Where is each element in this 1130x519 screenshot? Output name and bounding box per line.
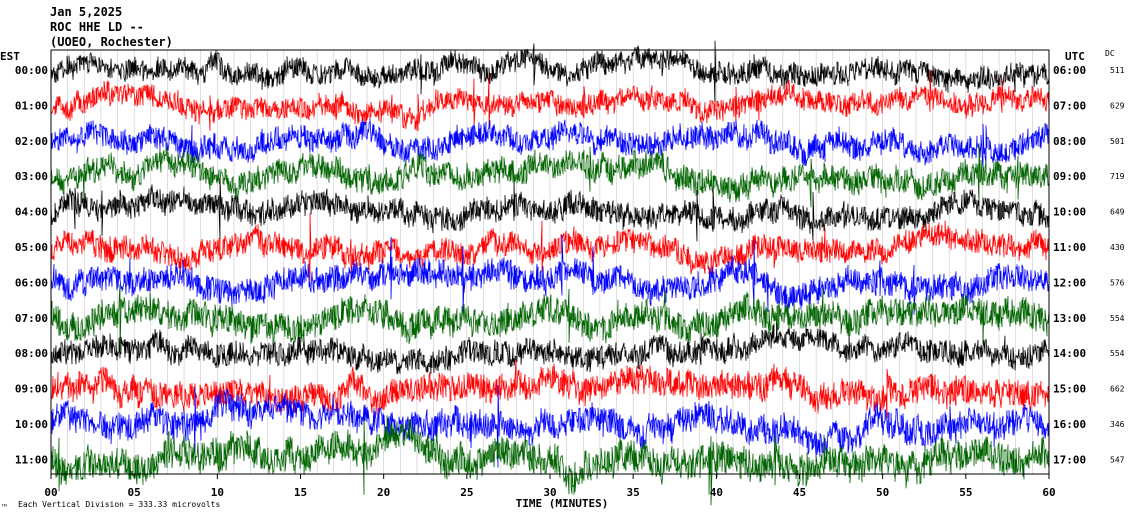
dc-value: 719 (1110, 172, 1125, 181)
x-tick-label: 30 (543, 486, 556, 499)
utc-label: UTC (1065, 50, 1085, 63)
dc-value: 511 (1110, 66, 1125, 75)
dc-value: 346 (1110, 420, 1125, 429)
utc-hour-label: 14:00 (1053, 347, 1086, 360)
x-axis-ticks: 00 05 10 15 20 25 30 35 40 45 50 55 60 (44, 474, 1056, 499)
header-date: Jan 5,2025 (50, 5, 122, 19)
x-tick-label: 55 (959, 486, 972, 499)
dc-value: 662 (1110, 385, 1125, 394)
dc-value: 649 (1110, 208, 1125, 217)
utc-hour-label: 08:00 (1053, 135, 1086, 148)
x-tick-label: 35 (627, 486, 640, 499)
x-tick-label: 20 (377, 486, 390, 499)
est-hour-label: 01:00 (15, 99, 48, 112)
dc-value: 576 (1110, 278, 1125, 287)
utc-hour-label: 09:00 (1053, 170, 1086, 183)
footer-logo: ™ (1, 503, 7, 512)
est-hour-label: 09:00 (15, 383, 48, 396)
trace-0300 (50, 144, 1050, 208)
trace-0800 (50, 323, 1050, 375)
dc-value: 554 (1110, 314, 1125, 323)
utc-hour-label: 06:00 (1053, 64, 1086, 77)
dc-value: 554 (1110, 349, 1125, 358)
trace-0600 (50, 234, 1050, 316)
x-tick-label: 00 (44, 486, 57, 499)
est-hour-label: 08:00 (15, 347, 48, 360)
est-label: EST (0, 50, 20, 63)
dc-value: 547 (1110, 455, 1125, 464)
utc-hour-label: 13:00 (1053, 312, 1086, 325)
est-hour-label: 00:00 (15, 64, 48, 77)
trace-1100 (50, 415, 1050, 506)
utc-hour-label: 15:00 (1053, 383, 1086, 396)
x-tick-label: 05 (128, 486, 141, 499)
est-hour-label: 03:00 (15, 170, 48, 183)
est-hour-label: 06:00 (15, 276, 48, 289)
header-location: (UOEO, Rochester) (50, 35, 173, 49)
utc-hour-label: 17:00 (1053, 453, 1086, 466)
trace-0400 (50, 177, 1050, 242)
utc-hour-label: 12:00 (1053, 276, 1086, 289)
est-hour-label: 10:00 (15, 418, 48, 431)
x-tick-label: 60 (1042, 486, 1055, 499)
footer-scale-note: Each Vertical Division = 333.33 microvol… (18, 500, 220, 509)
x-axis-title: TIME (MINUTES) (516, 497, 609, 510)
x-tick-label: 25 (460, 486, 473, 499)
est-hour-label: 02:00 (15, 135, 48, 148)
utc-hour-label: 10:00 (1053, 206, 1086, 219)
trace-0100 (50, 70, 1050, 132)
trace-0200 (50, 118, 1050, 170)
dc-value: 629 (1110, 101, 1125, 110)
est-hour-label: 04:00 (15, 206, 48, 219)
est-hour-label: 11:00 (15, 453, 48, 466)
utc-hour-label: 16:00 (1053, 418, 1086, 431)
x-tick-label: 15 (294, 486, 307, 499)
row-labels: 00:00 06:00 511 01:00 07:00 629 02:00 08:00 501 0… (15, 64, 1125, 466)
est-hour-label: 07:00 (15, 312, 48, 325)
est-hour-label: 05:00 (15, 241, 48, 254)
header-station: ROC HHE LD -- (50, 20, 144, 34)
dc-value: 430 (1110, 243, 1125, 252)
x-tick-label: 10 (211, 486, 224, 499)
trace-0500 (50, 213, 1050, 282)
dc-label: DC (1105, 49, 1115, 58)
x-tick-label: 50 (876, 486, 889, 499)
trace-0900 (50, 359, 1050, 419)
dc-value: 501 (1110, 137, 1125, 146)
x-tick-label: 45 (793, 486, 806, 499)
utc-hour-label: 07:00 (1053, 99, 1086, 112)
trace-0000 (50, 40, 1050, 108)
x-tick-label: 40 (710, 486, 723, 499)
trace-1000 (50, 384, 1050, 468)
utc-hour-label: 11:00 (1053, 241, 1086, 254)
trace-0700 (50, 284, 1050, 352)
trace-layer (50, 40, 1050, 506)
